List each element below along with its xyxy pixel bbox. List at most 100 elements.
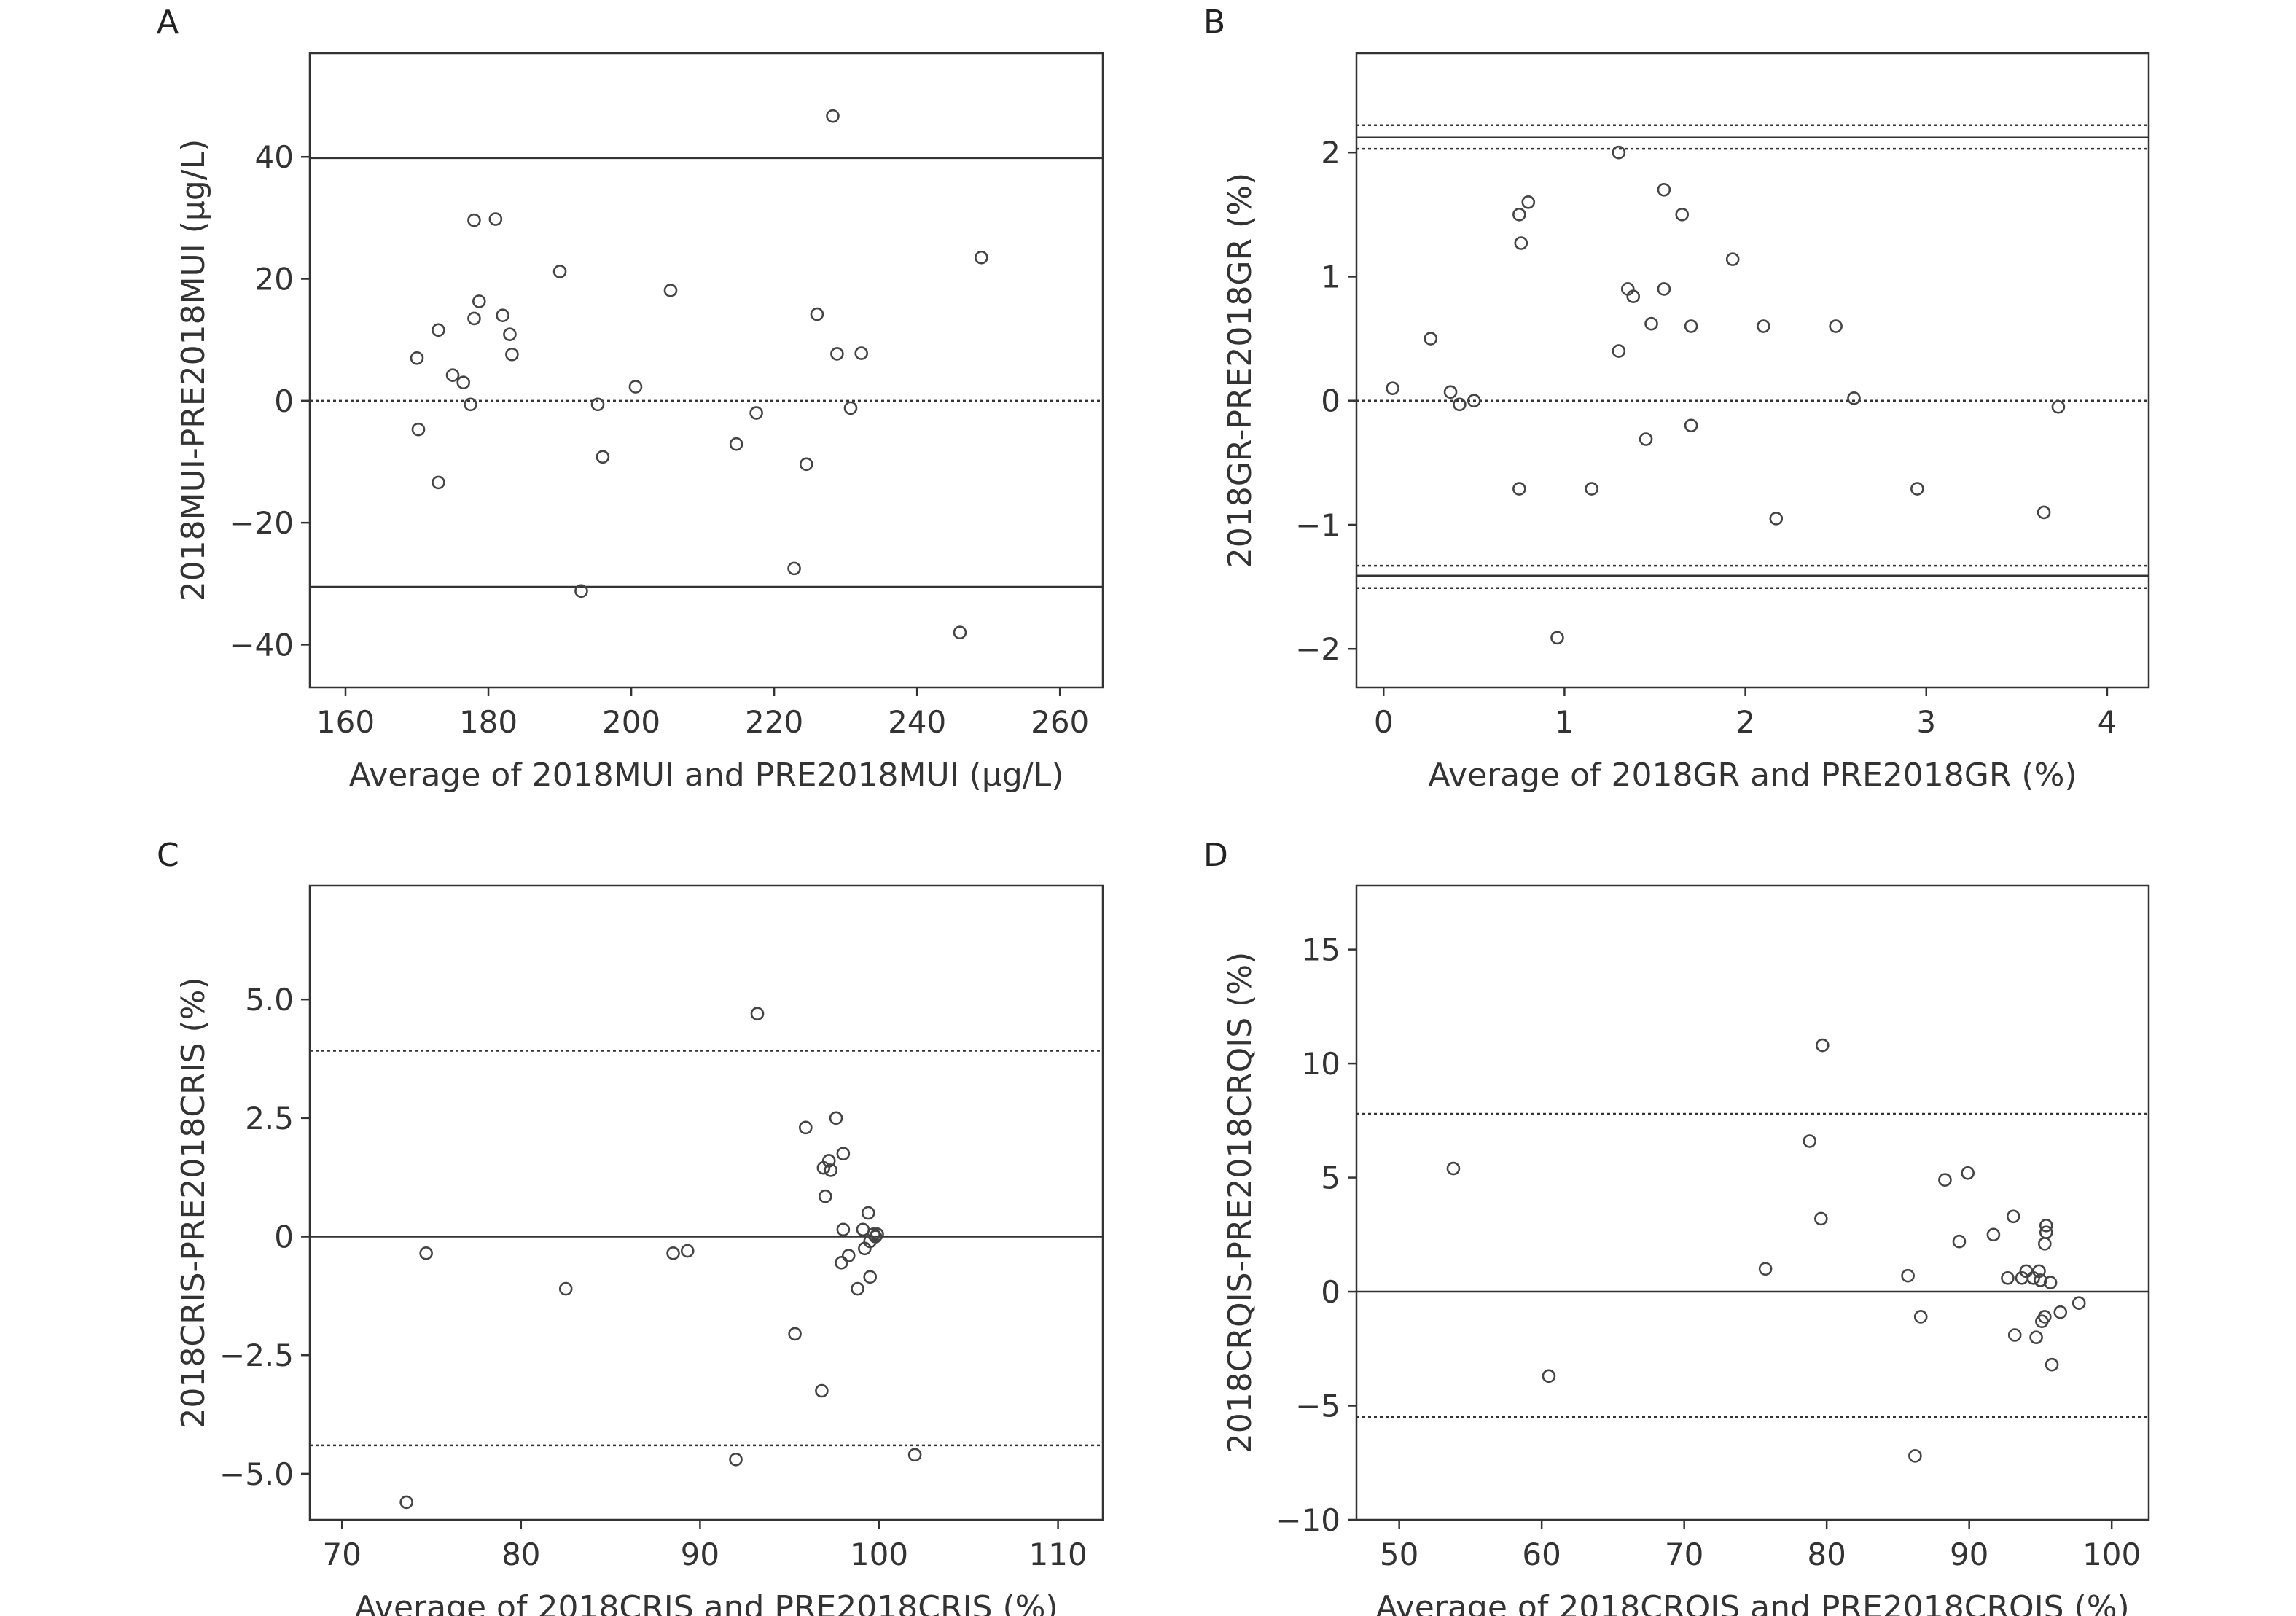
y-tick-label: −10 bbox=[1276, 1502, 1340, 1538]
data-point bbox=[749, 406, 763, 420]
data-point bbox=[2007, 1328, 2022, 1342]
y-tick-label: 0 bbox=[274, 1219, 294, 1255]
x-axis-title: Average of 2018MUI and PRE2018MUI (μg/L) bbox=[349, 757, 1064, 794]
panel-label: D bbox=[1203, 837, 1228, 874]
data-point bbox=[432, 475, 445, 490]
data-point bbox=[851, 1281, 864, 1296]
x-axis-title: Average of 2018GR and PRE2018GR (%) bbox=[1428, 757, 2077, 794]
y-tick-label: 40 bbox=[255, 139, 294, 175]
x-tick-label: 100 bbox=[2082, 1537, 2141, 1572]
x-tick-label: 80 bbox=[501, 1537, 540, 1572]
data-point bbox=[464, 397, 477, 412]
plot-frame bbox=[1355, 52, 2150, 689]
data-point bbox=[472, 294, 486, 308]
data-point bbox=[1542, 1369, 1556, 1383]
data-point bbox=[2032, 1264, 2046, 1279]
data-point bbox=[2037, 1237, 2052, 1251]
data-point bbox=[829, 1111, 843, 1125]
data-point bbox=[1467, 394, 1481, 408]
data-point bbox=[2053, 1305, 2068, 1319]
data-point bbox=[1769, 512, 1784, 526]
data-point bbox=[799, 457, 813, 472]
data-point bbox=[870, 1227, 884, 1241]
y-tick-label: 0 bbox=[274, 383, 294, 419]
y-tick-label: 1 bbox=[1321, 259, 1340, 294]
y-tick-label: −20 bbox=[229, 505, 294, 541]
data-point bbox=[1644, 316, 1658, 331]
data-point bbox=[680, 1244, 695, 1258]
data-point bbox=[821, 1154, 836, 1168]
data-point bbox=[787, 561, 801, 576]
data-point bbox=[830, 347, 844, 361]
data-point bbox=[505, 347, 519, 362]
x-tick-label: 90 bbox=[681, 1537, 719, 1572]
data-point bbox=[2072, 1296, 2086, 1310]
data-point bbox=[824, 1163, 837, 1177]
data-point bbox=[2039, 1225, 2053, 1239]
data-point bbox=[445, 368, 460, 382]
data-point bbox=[1725, 252, 1740, 266]
plot-frame bbox=[308, 52, 1104, 689]
data-point bbox=[2006, 1209, 2020, 1224]
data-point bbox=[1514, 236, 1528, 250]
y-tick-label: −5.0 bbox=[219, 1456, 294, 1492]
x-tick-label: 260 bbox=[1031, 704, 1089, 740]
x-tick-label: 80 bbox=[1807, 1537, 1846, 1572]
y-tick-label: 0 bbox=[1321, 383, 1340, 419]
data-point bbox=[1684, 418, 1698, 433]
data-point bbox=[552, 265, 567, 278]
x-tick-label: 200 bbox=[602, 704, 660, 740]
data-point bbox=[1952, 1234, 1967, 1249]
data-point bbox=[799, 1120, 813, 1135]
data-point bbox=[1961, 1166, 1975, 1180]
data-point bbox=[2034, 1273, 2047, 1287]
data-point bbox=[467, 213, 481, 227]
data-point bbox=[836, 1222, 851, 1237]
x-tick-label: 220 bbox=[745, 704, 803, 740]
y-tick-label: 5.0 bbox=[245, 982, 294, 1018]
x-tick-label: 60 bbox=[1522, 1537, 1561, 1572]
data-point bbox=[1908, 1449, 1922, 1463]
y-tick-label: 5 bbox=[1321, 1160, 1340, 1196]
data-point bbox=[1626, 289, 1641, 303]
data-point bbox=[1757, 319, 1770, 333]
data-point bbox=[1815, 1038, 1830, 1053]
y-tick-label: 2 bbox=[1321, 135, 1340, 171]
x-tick-label: 1 bbox=[1555, 704, 1574, 740]
data-point bbox=[663, 284, 678, 297]
data-point bbox=[856, 1222, 870, 1237]
data-point bbox=[867, 1227, 880, 1241]
data-point bbox=[1639, 432, 1653, 446]
x-axis-title: Average of 2018CRQIS and PRE2018CRQIS (%… bbox=[1375, 1589, 2129, 1616]
data-point bbox=[868, 1230, 883, 1244]
x-tick-label: 70 bbox=[322, 1537, 361, 1572]
data-point bbox=[399, 1495, 413, 1510]
data-point bbox=[411, 422, 426, 437]
data-point bbox=[2039, 1218, 2053, 1233]
data-point bbox=[1386, 381, 1399, 395]
data-point bbox=[419, 1246, 433, 1260]
data-point bbox=[1901, 1268, 1915, 1283]
data-point bbox=[1585, 482, 1598, 496]
x-tick-label: 70 bbox=[1665, 1537, 1703, 1572]
data-point bbox=[841, 1249, 856, 1262]
y-tick-label: 20 bbox=[255, 262, 294, 297]
data-point bbox=[2037, 505, 2051, 520]
data-point bbox=[907, 1448, 922, 1462]
x-axis-title: Average of 2018CRIS and PRE2018CRIS (%) bbox=[354, 1589, 1058, 1616]
y-tick-label: −2.5 bbox=[219, 1338, 294, 1373]
data-point bbox=[1913, 1310, 1928, 1324]
data-point bbox=[496, 308, 509, 323]
y-tick-label: 0 bbox=[1321, 1274, 1340, 1310]
x-tick-label: 240 bbox=[888, 704, 946, 740]
y-tick-label: −1 bbox=[1295, 507, 1340, 543]
data-point bbox=[1424, 332, 1438, 346]
data-point bbox=[628, 380, 643, 394]
data-point bbox=[843, 401, 858, 415]
data-point bbox=[1814, 1211, 1828, 1226]
data-point bbox=[953, 625, 967, 640]
data-point bbox=[1758, 1262, 1773, 1276]
x-tick-label: 100 bbox=[850, 1537, 908, 1572]
x-tick-label: 110 bbox=[1029, 1537, 1088, 1572]
